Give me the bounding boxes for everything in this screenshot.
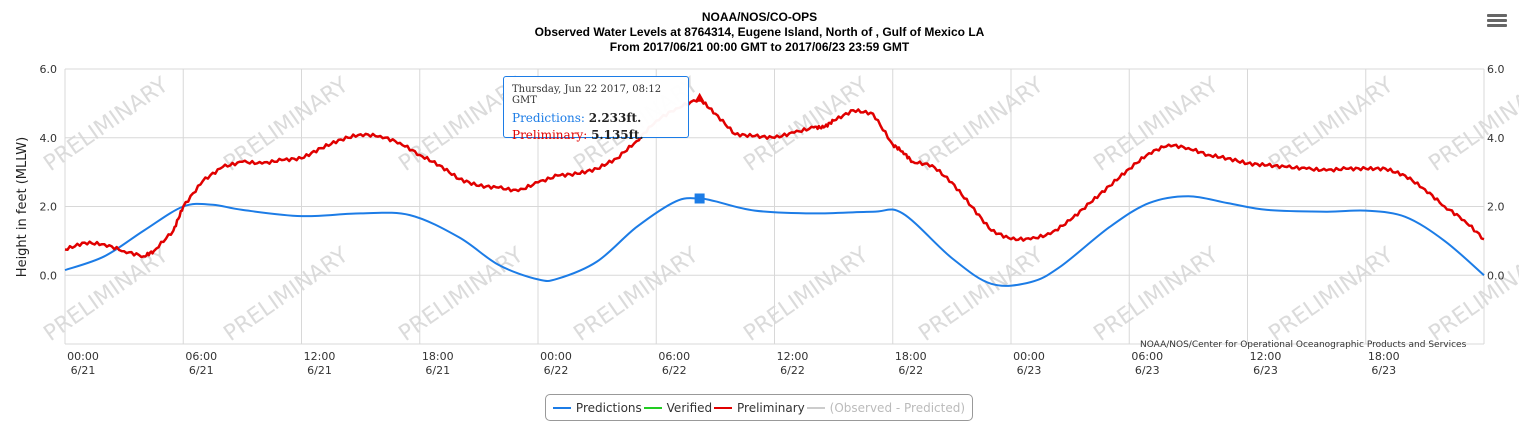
x-tick-label-time: 00:00 [67,350,99,363]
legend-swatch-observed-minus-predicted [806,406,825,409]
x-tick-label-time: 18:00 [422,350,454,363]
watermark-text: PRELIMINARY [1265,242,1399,346]
legend-label-preliminary: Preliminary [737,400,805,415]
watermark-text: PRELIMINARY [1425,72,1519,176]
legend-swatch-predictions [552,406,571,409]
x-tick-label-date: 6/21 [189,364,214,377]
watermark-text: PRELIMINARY [395,242,529,346]
tooltip-pred-value: 2.233ft. [588,111,642,125]
watermark-text: PRELIMINARY [40,72,174,176]
x-tick-label-time: 06:00 [1131,350,1163,363]
watermark-text: PRELIMINARY [740,72,874,176]
x-tick-label-time: 12:00 [304,350,336,363]
x-tick-label-date: 6/23 [1135,364,1160,377]
watermark-text: PRELIMINARY [1265,72,1399,176]
title-line-1: NOAA/NOS/CO-OPS [701,10,818,24]
x-tick-label-date: 6/22 [780,364,805,377]
tooltip-pred-label: Predictions: [512,111,585,125]
predictions-hover-marker [694,193,705,204]
axes-layer: 00:006/2106:006/2112:006/2118:006/2100:0… [40,63,1505,377]
x-tick-label-time: 18:00 [1368,350,1400,363]
legend-item-verified[interactable]: Verified [643,400,713,415]
watermark-text: PRELIMINARY [220,242,354,346]
y-tick-label-left: 0.0 [40,269,58,282]
hamburger-menu-icon[interactable] [1487,14,1507,28]
y-tick-label-right: 2.0 [1487,201,1505,214]
y-tick-label-left: 6.0 [40,63,58,76]
y-tick-label-right: 4.0 [1487,132,1505,145]
title-line-2: Observed Water Levels at 8764314, Eugene… [534,25,985,39]
x-tick-label-time: 00:00 [540,350,572,363]
x-tick-label-time: 18:00 [895,350,927,363]
y-tick-label-right: 6.0 [1487,63,1505,76]
x-tick-label-date: 6/22 [898,364,923,377]
x-tick-label-date: 6/22 [544,364,569,377]
title-line-3: From 2017/06/21 00:00 GMT to 2017/06/23 … [609,40,910,54]
legend-label-predictions: Predictions [575,400,642,415]
tooltip-prelim-label: Preliminary: [512,128,588,142]
watermark-text: PRELIMINARY [915,242,1049,346]
watermark-text: PRELIMINARY [1425,242,1519,346]
credit-text: NOAA/NOS/Center for Operational Oceanogr… [1140,340,1467,350]
x-tick-label-date: 6/21 [71,364,96,377]
chart-legend: Predictions Verified Preliminary (Observ… [545,394,973,421]
watermark-text: PRELIMINARY [1090,72,1224,176]
x-tick-label-time: 06:00 [185,350,217,363]
watermark-layer: PRELIMINARY PRELIMINARY PRELIMINARY PRELIMI… [40,72,1519,346]
tooltip-date: Thursday, Jun 22 2017, 08:12 GMT [512,84,662,106]
preliminary-hover-marker [694,92,705,102]
legend-item-observed-minus-predicted[interactable]: (Observed - Predicted) [806,400,966,415]
x-tick-label-date: 6/21 [307,364,332,377]
watermark-text: PRELIMINARY [570,242,704,346]
y-tick-label-left: 4.0 [40,132,58,145]
y-tick-label-right: 0.0 [1487,269,1505,282]
x-tick-label-time: 00:00 [1013,350,1045,363]
x-tick-label-time: 12:00 [777,350,809,363]
legend-swatch-preliminary [714,406,733,409]
x-tick-label-date: 6/21 [425,364,450,377]
x-tick-label-time: 12:00 [1250,350,1282,363]
preliminary-series-line [64,97,1485,259]
tooltip-prelim-value: 5.135ft. [591,128,644,142]
chart-title: NOAA/NOS/CO-OPS Observed Water Levels at… [0,10,1519,55]
x-tick-label-date: 6/23 [1017,364,1042,377]
x-tick-label-date: 6/23 [1253,364,1278,377]
legend-label-observed-minus-predicted: (Observed - Predicted) [829,400,966,415]
watermark-text: PRELIMINARY [915,72,1049,176]
legend-swatch-verified [643,406,662,409]
watermark-text: PRELIMINARY [740,242,874,346]
x-tick-label-date: 6/22 [662,364,687,377]
watermark-text: PRELIMINARY [40,242,174,346]
legend-item-preliminary[interactable]: Preliminary [714,401,805,415]
predictions-series-line [64,195,1485,287]
x-tick-label-time: 06:00 [658,350,690,363]
y-axis-label: Height in feet (MLLW) [15,137,30,277]
series-layer [64,92,1485,287]
watermark-text: PRELIMINARY [1090,242,1224,346]
chart-tooltip: Thursday, Jun 22 2017, 08:12 GMT Predict… [503,76,689,142]
y-tick-label-left: 2.0 [40,201,58,214]
x-tick-label-date: 6/23 [1371,364,1396,377]
legend-label-verified: Verified [666,400,713,415]
legend-item-predictions[interactable]: Predictions [552,400,642,415]
